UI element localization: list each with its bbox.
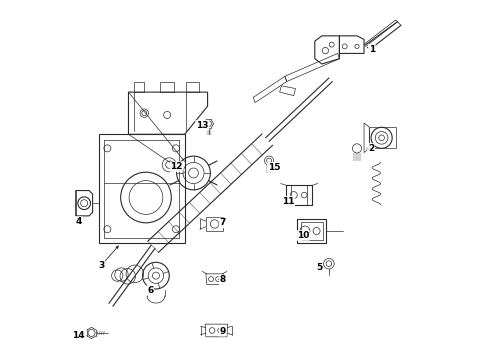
Text: 2: 2 [367, 144, 373, 153]
Text: 12: 12 [170, 162, 183, 171]
Text: 11: 11 [281, 197, 294, 206]
Text: 9: 9 [219, 327, 225, 336]
Text: 1: 1 [368, 45, 374, 54]
Text: 7: 7 [219, 219, 225, 228]
Text: 6: 6 [147, 286, 153, 295]
Text: 4: 4 [75, 217, 81, 226]
Text: 5: 5 [315, 264, 322, 273]
Text: 15: 15 [267, 163, 280, 172]
Text: 14: 14 [71, 331, 84, 340]
Text: 13: 13 [196, 121, 208, 130]
Bar [297, 219, 325, 243]
Text: 3: 3 [98, 261, 104, 270]
Bar [300, 222, 322, 240]
Text: 8: 8 [219, 275, 225, 284]
Text: 10: 10 [296, 231, 308, 240]
